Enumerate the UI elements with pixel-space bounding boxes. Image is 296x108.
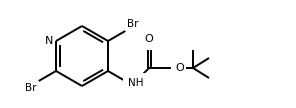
Text: NH: NH: [128, 78, 144, 88]
Text: O: O: [145, 34, 153, 44]
Text: O: O: [175, 63, 184, 73]
Text: Br: Br: [25, 83, 37, 93]
Text: N: N: [45, 36, 53, 46]
Text: Br: Br: [127, 19, 139, 29]
